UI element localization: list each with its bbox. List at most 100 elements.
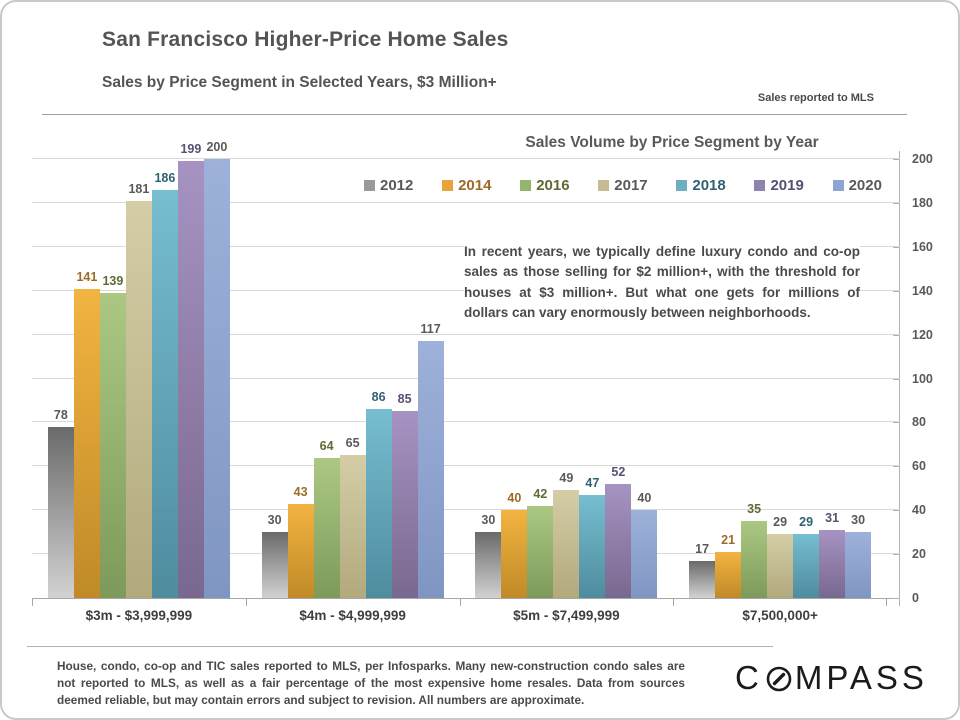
y-axis-tick	[893, 334, 900, 336]
bar-2017	[339, 455, 366, 598]
bar-2020	[845, 532, 872, 598]
mls-note: Sales reported to MLS	[757, 92, 874, 104]
y-axis-tick	[893, 466, 900, 468]
bar-2014	[501, 510, 528, 598]
legend-swatch-icon	[832, 180, 844, 191]
category-axis: $3m - $3,999,999 $4m - $4,999,999 $5m - $7…	[32, 608, 887, 623]
legend-swatch-icon	[598, 180, 610, 191]
bar-2018	[365, 409, 392, 598]
y-tick-label: 40	[912, 503, 926, 518]
bar-cell: 43	[287, 159, 314, 598]
legend-swatch-icon	[520, 180, 532, 191]
bar-2018	[579, 495, 606, 598]
compass-o-icon	[763, 663, 795, 693]
y-axis-tick	[893, 598, 900, 599]
legend-label: 2020	[848, 177, 882, 194]
bar-cell: 78	[47, 159, 74, 598]
y-tick-label: 200	[912, 152, 933, 166]
legend-item: 2017	[598, 177, 648, 194]
gridline	[32, 158, 900, 159]
bar-2017	[553, 490, 580, 598]
compass-logo: C MPASS	[735, 659, 924, 697]
bar-cell: 47	[579, 159, 606, 598]
bar-cell: 30	[475, 159, 502, 598]
bar-value-label: 40	[507, 491, 522, 505]
legend-item: 2020	[832, 177, 882, 194]
y-tick-label: 20	[912, 547, 926, 562]
bar-2019	[391, 411, 418, 598]
x-axis-tick	[460, 598, 461, 606]
y-axis-tick	[893, 290, 900, 292]
bar-cell: 17	[689, 159, 716, 598]
category-label: $3m - $3,999,999	[85, 608, 193, 623]
bar-value-label: 200	[206, 140, 228, 154]
legend-label: 2019	[770, 177, 804, 194]
bar-2016	[313, 458, 340, 598]
y-axis-tick	[893, 202, 900, 204]
bar-2012	[689, 561, 716, 598]
bar-cell: 139	[99, 159, 126, 598]
bar-2019	[177, 161, 204, 598]
bar-group: 78 141 139 181 186 199 200	[32, 140, 246, 598]
bar-value-label: 43	[293, 485, 308, 499]
bar-value-label: 64	[319, 439, 334, 453]
bar-value-label: 117	[420, 322, 441, 336]
bar-cell: 141	[73, 159, 100, 598]
y-tick-label: 120	[912, 327, 933, 342]
bar-value-label: 31	[825, 511, 840, 525]
bar-2016	[99, 293, 126, 598]
bar-cell: 29	[767, 159, 794, 598]
bar-cell: 52	[605, 159, 632, 598]
bar-value-label: 139	[102, 274, 124, 288]
bar-cell: 42	[527, 159, 554, 598]
bars-row: 78 141 139 181 186 199 200 30 43 64 65 86 85 117 30 40 4…	[32, 140, 887, 598]
bar-2014	[287, 504, 314, 598]
bar-value-label: 29	[773, 515, 788, 529]
compass-logo-mpass: MPASS	[794, 659, 928, 696]
bar-value-label: 181	[128, 182, 150, 196]
bar-value-label: 141	[76, 270, 98, 284]
bar-value-label: 30	[267, 513, 282, 527]
bar-value-label: 199	[180, 142, 202, 156]
y-axis-tick	[893, 246, 900, 248]
bar-value-label: 21	[721, 533, 736, 547]
bar-cell: 64	[313, 159, 340, 598]
bar-value-label: 47	[585, 476, 600, 490]
bar-2014	[715, 552, 742, 598]
gridline	[32, 421, 900, 423]
y-axis-tick	[893, 422, 900, 424]
page-subtitle: Sales by Price Segment in Selected Years…	[102, 74, 497, 91]
bar-value-label: 40	[637, 491, 652, 505]
legend-item: 2014	[442, 177, 491, 194]
footer-divider	[27, 646, 773, 647]
legend-item: 2016	[520, 177, 570, 194]
bar-cell: 40	[631, 159, 658, 598]
legend-label: 2014	[458, 177, 492, 194]
legend-label: 2017	[614, 177, 648, 194]
x-axis-tick	[886, 598, 887, 606]
y-tick-label: 140	[912, 283, 933, 298]
y-axis-tick	[893, 510, 900, 512]
y-axis-tick	[893, 554, 900, 556]
category-label: $4m - $4,999,999	[299, 608, 406, 623]
bar-group: 30 40 42 49 47 52 40	[460, 159, 674, 598]
header-divider	[42, 114, 907, 115]
bar-2020	[631, 510, 658, 598]
bar-cell: 30	[261, 159, 288, 598]
bar-cell: 49	[553, 159, 580, 598]
bar-value-label: 29	[799, 515, 814, 529]
bar-2016	[741, 521, 768, 598]
x-axis-tick	[673, 598, 674, 606]
legend-swatch-icon	[676, 180, 688, 191]
bar-cell: 40	[501, 159, 528, 598]
y-axis-tick	[893, 378, 900, 380]
gridline	[32, 553, 900, 555]
bar-2020	[203, 159, 230, 598]
gridline	[32, 333, 900, 335]
legend-item: 2018	[676, 177, 726, 194]
bar-cell: 186	[151, 159, 178, 598]
bar-2020	[417, 341, 444, 598]
bar-value-label: 30	[851, 513, 866, 527]
bar-2012	[261, 532, 288, 598]
